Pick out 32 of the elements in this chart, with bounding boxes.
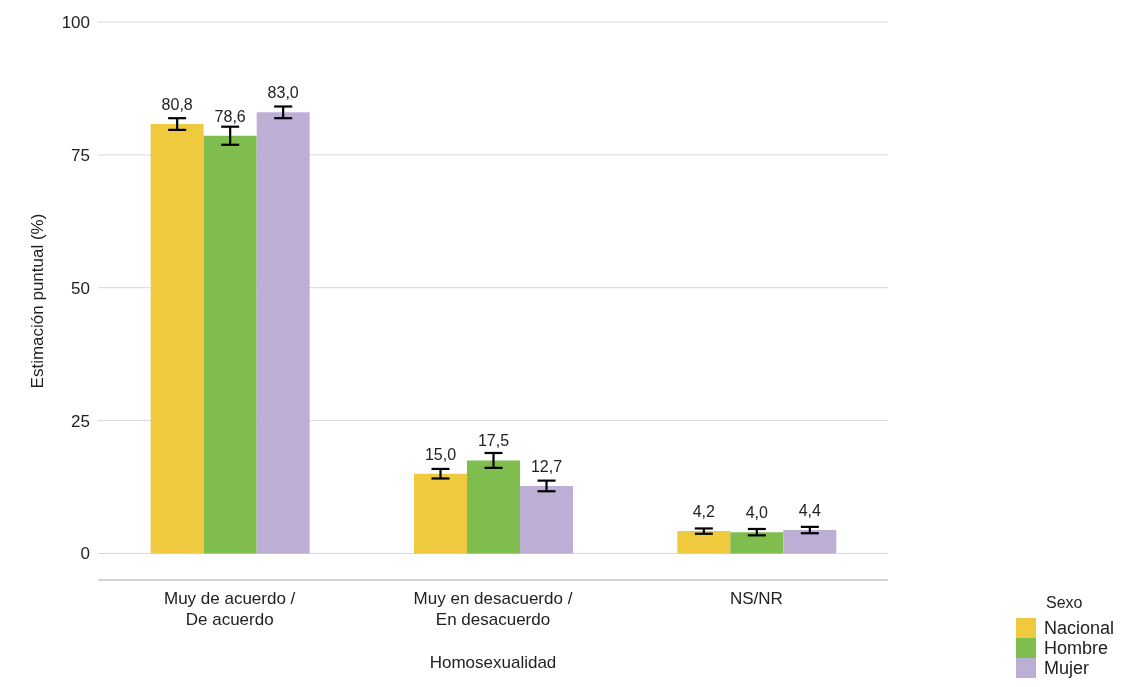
bar [256,112,310,554]
y-tick-label: 50 [71,278,90,298]
legend-label: Nacional [1044,617,1115,639]
y-tick-label: 100 [61,13,90,33]
data-label: 78,6 [214,107,246,125]
legend-label: Mujer [1044,657,1090,679]
data-label: 12,7 [530,457,563,475]
legend-label: Hombre [1044,637,1109,659]
bar [730,532,784,554]
x-tick-label: NS/NR [729,589,783,608]
data-label: 4,4 [798,502,822,520]
bar [467,460,520,554]
bar [150,124,204,554]
x-tick-label: Muy en desacuerdo / En desacuerdo [413,589,573,629]
bar [677,531,731,554]
data-label: 15,0 [424,445,457,463]
x-tick-label: Muy de acuerdo / De acuerdo [163,589,296,629]
data-label: 17,5 [477,432,510,450]
bar [783,530,837,554]
y-axis-title: Estimación puntual (%) [28,213,48,389]
data-label: 4,0 [745,504,769,522]
x-axis-title: Homosexualidad [429,653,557,672]
bar [203,135,257,554]
data-label: 4,2 [692,503,716,521]
data-label: 80,8 [161,96,193,114]
legend-title: Sexo [1046,594,1084,612]
y-tick-label: 75 [71,145,90,165]
bar [520,485,573,554]
y-tick-label: 0 [80,544,90,564]
y-tick-label: 25 [71,411,90,431]
data-label: 83,0 [267,84,299,102]
bar [414,473,467,554]
